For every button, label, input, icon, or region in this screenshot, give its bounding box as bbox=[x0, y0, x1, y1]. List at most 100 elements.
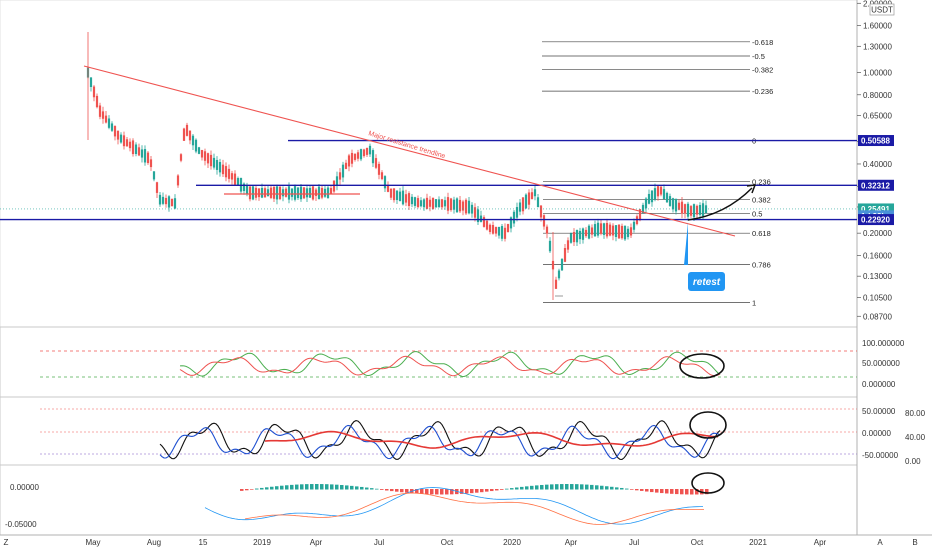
macd-bar bbox=[385, 489, 389, 491]
candle-body bbox=[116, 130, 120, 140]
price-tick-label: 0.20000 bbox=[863, 229, 892, 238]
candle-body bbox=[89, 77, 93, 88]
fib-label: -0.382 bbox=[752, 66, 773, 75]
macd-bar bbox=[690, 489, 694, 495]
candle-body bbox=[527, 192, 531, 205]
macd-bar bbox=[445, 489, 449, 495]
candle-body bbox=[581, 228, 585, 240]
candle-body bbox=[689, 206, 693, 216]
macd-bar bbox=[375, 488, 379, 490]
fib-label: 0.618 bbox=[752, 229, 771, 238]
candle-body bbox=[284, 188, 288, 197]
fib-label: -0.236 bbox=[752, 87, 773, 96]
date-label: A bbox=[877, 538, 883, 547]
candle-body bbox=[665, 192, 669, 203]
candle-body bbox=[263, 188, 267, 198]
candle-body bbox=[485, 220, 489, 230]
stoch-d bbox=[159, 424, 721, 460]
macd-bar bbox=[705, 489, 709, 495]
candle-body bbox=[272, 186, 276, 199]
candle-body bbox=[632, 221, 636, 230]
candle-body bbox=[206, 153, 210, 164]
candle-body bbox=[356, 152, 360, 159]
macd-bar bbox=[255, 488, 259, 490]
candle-body bbox=[320, 187, 324, 198]
candle-body bbox=[380, 172, 384, 180]
candle-body bbox=[278, 186, 282, 200]
candle-body bbox=[269, 187, 273, 198]
candle-body bbox=[221, 164, 225, 175]
date-label: 2020 bbox=[503, 538, 521, 547]
fib-label: 0.382 bbox=[752, 196, 771, 205]
macd-bar bbox=[615, 487, 619, 490]
candle-body bbox=[653, 188, 657, 200]
candle-body bbox=[395, 190, 399, 201]
candle-body bbox=[311, 186, 315, 200]
price-tick-label: 1.60000 bbox=[863, 22, 892, 31]
candle-body bbox=[152, 171, 156, 180]
macd-bar bbox=[560, 484, 564, 490]
macd-bar bbox=[450, 489, 454, 495]
candle-body bbox=[260, 187, 264, 198]
fib-label: 0.236 bbox=[752, 178, 771, 187]
candle-body bbox=[548, 240, 552, 252]
candle-body bbox=[209, 154, 213, 167]
candle-body bbox=[623, 225, 627, 240]
macd-bar bbox=[360, 486, 364, 490]
candle-body bbox=[578, 230, 582, 240]
macd-bar bbox=[300, 484, 304, 490]
fib-label: 0.786 bbox=[752, 261, 771, 270]
candle-body bbox=[254, 187, 258, 198]
candle-body bbox=[224, 166, 228, 178]
candle-body bbox=[317, 186, 321, 200]
candle-body bbox=[512, 211, 516, 224]
candle-body bbox=[170, 198, 174, 207]
candle-body bbox=[143, 149, 147, 163]
candle-body bbox=[644, 198, 648, 209]
price-tick-label: 0.40000 bbox=[863, 160, 892, 169]
candle-body bbox=[557, 270, 561, 279]
macd-bar bbox=[265, 487, 269, 490]
candle-body bbox=[230, 173, 234, 180]
rsi-tick: 50.000000 bbox=[862, 359, 900, 368]
candle-body bbox=[611, 225, 615, 236]
candle-body bbox=[539, 205, 543, 218]
candle-body bbox=[506, 224, 510, 232]
candle-body bbox=[314, 189, 318, 196]
macd-bar bbox=[650, 489, 654, 493]
rsi-panel[interactable] bbox=[0, 326, 858, 398]
macd-bar bbox=[295, 484, 299, 490]
candle-body bbox=[599, 223, 603, 234]
macd-panel[interactable] bbox=[0, 464, 858, 536]
macd-bar bbox=[425, 489, 429, 495]
candle-body bbox=[359, 149, 363, 160]
candle-body bbox=[419, 200, 423, 207]
candle-body bbox=[167, 196, 171, 208]
macd-bar bbox=[495, 489, 499, 491]
macd-bar bbox=[555, 484, 559, 490]
macd-bar bbox=[465, 489, 469, 494]
macd-bar bbox=[355, 486, 359, 490]
candle-body bbox=[218, 162, 222, 173]
trendline bbox=[83, 65, 736, 237]
rsi-circle bbox=[679, 353, 725, 379]
macd-bar bbox=[430, 489, 434, 495]
candle-body bbox=[383, 176, 387, 189]
main-panel[interactable] bbox=[0, 0, 858, 328]
macd-bar bbox=[665, 489, 669, 494]
price-axis[interactable]: 2.000001.600001.300001.000000.800000.650… bbox=[5, 0, 926, 529]
candle-body bbox=[185, 124, 189, 136]
date-axis[interactable]: Z May Aug 15 2019 Apr Jul Oct 2020 Apr Jul Oct 2021 A… bbox=[4, 538, 918, 547]
macd-bar bbox=[505, 488, 509, 490]
macd-bar bbox=[345, 485, 349, 490]
macd-bar bbox=[485, 489, 489, 492]
candle-body bbox=[305, 188, 309, 198]
macd-bar bbox=[305, 484, 309, 490]
candle-body bbox=[245, 185, 249, 195]
date-label: Apr bbox=[814, 538, 827, 547]
macd-bar bbox=[285, 485, 289, 490]
macd-bar bbox=[510, 488, 514, 490]
candle-body bbox=[353, 153, 357, 160]
macd-bar bbox=[535, 485, 539, 490]
price-tag-box bbox=[858, 214, 894, 226]
